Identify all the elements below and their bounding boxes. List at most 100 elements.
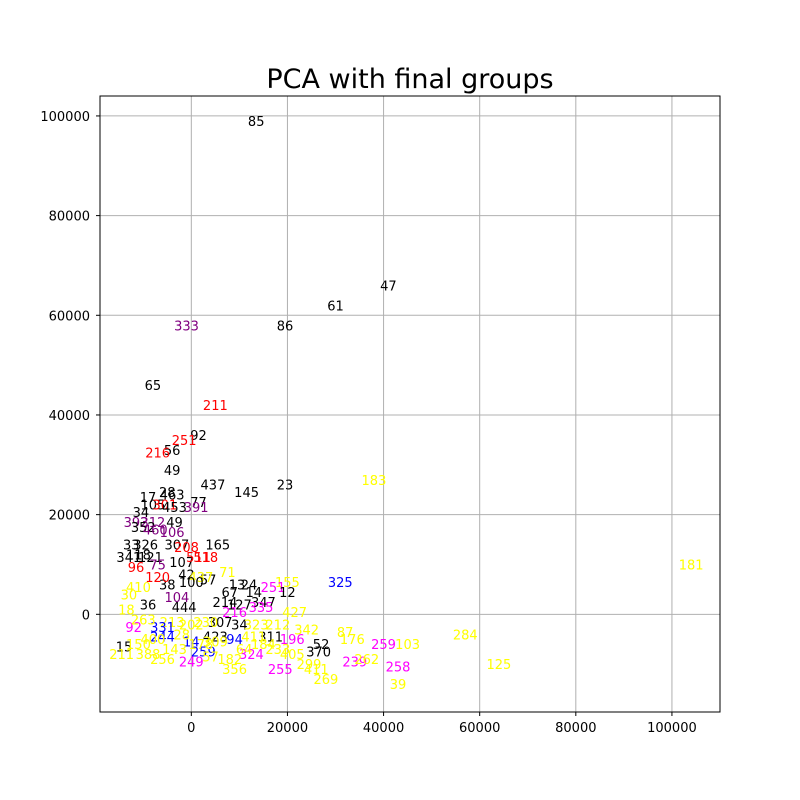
point-label: 28 <box>159 486 176 501</box>
point-label: 75 <box>149 558 166 573</box>
point-label: 341 <box>116 551 141 566</box>
point-label: 356 <box>222 663 247 678</box>
point-label: 202 <box>179 618 204 633</box>
point-label: 391 <box>184 501 209 516</box>
point-label: 181 <box>679 558 704 573</box>
point-label: 400 <box>140 633 165 648</box>
point-label: 211 <box>109 648 134 663</box>
point-label: 155 <box>275 576 300 591</box>
point-label: 239 <box>342 656 367 671</box>
point-label: 244 <box>150 631 175 646</box>
x-tick-label: 0 <box>187 721 195 736</box>
point-label: 230 <box>193 616 218 631</box>
point-label: 410 <box>126 581 151 596</box>
point-label: 42 <box>178 568 195 583</box>
point-label: 57 <box>202 651 219 666</box>
point-label: 105 <box>140 499 165 514</box>
point-label: 17 <box>140 491 157 506</box>
point-label: 216 <box>145 446 170 461</box>
point-label: 18 <box>118 603 135 618</box>
point-label: 183 <box>362 474 387 489</box>
point-label: 184 <box>251 638 276 653</box>
point-label: 269 <box>313 673 338 688</box>
y-tick-label: 0 <box>82 608 90 623</box>
point-label: 312 <box>140 516 165 531</box>
point-label: 392 <box>124 516 149 531</box>
point-label: 411 <box>304 663 329 678</box>
point-label: 165 <box>205 539 230 554</box>
point-label: 216 <box>222 606 247 621</box>
point-label: 233 <box>265 643 290 658</box>
point-label: 150 <box>126 638 151 653</box>
point-label: 30 <box>121 588 138 603</box>
point-label: 249 <box>179 656 204 671</box>
point-label: 120 <box>145 571 170 586</box>
point-label: 64 <box>236 643 253 658</box>
x-tick-label: 60000 <box>459 721 500 736</box>
point-label: 463 <box>160 489 185 504</box>
point-label: 255 <box>268 663 293 678</box>
point-label: 178 <box>189 638 214 653</box>
point-label: 47 <box>380 279 397 294</box>
point-label: 453 <box>162 501 187 516</box>
point-label: 182 <box>217 653 242 668</box>
point-label: 213 <box>160 616 185 631</box>
point-label: 39 <box>390 678 407 693</box>
grid-lines <box>100 96 720 712</box>
point-label: 256 <box>150 653 175 668</box>
point-label: 325 <box>328 576 353 591</box>
point-label: 23 <box>277 479 294 494</box>
point-label: 263 <box>131 613 156 628</box>
y-tick-label: 20000 <box>49 509 90 524</box>
point-label: 258 <box>386 661 411 676</box>
point-label: 324 <box>239 648 264 663</box>
point-label: 106 <box>160 526 185 541</box>
point-label: 405 <box>280 648 305 663</box>
point-label: 92 <box>190 429 207 444</box>
point-label: 326 <box>133 539 158 554</box>
point-label: 67 <box>221 586 238 601</box>
point-label: 15 <box>116 641 133 656</box>
point-label: 301 <box>152 499 177 514</box>
point-label: 34 <box>231 618 248 633</box>
point-label: 13 <box>229 578 246 593</box>
point-label: 333 <box>174 319 199 334</box>
point-label: 14 <box>246 586 263 601</box>
point-label: 103 <box>395 638 420 653</box>
point-label: 121 <box>138 551 163 566</box>
point-label: 437 <box>201 479 226 494</box>
x-tick-label: 80000 <box>555 721 596 736</box>
point-label: 284 <box>453 628 478 643</box>
point-label: 518 <box>193 551 218 566</box>
point-label: 307 <box>208 616 233 631</box>
point-label: 176 <box>340 633 365 648</box>
x-tick-label: 20000 <box>267 721 308 736</box>
point-label: 212 <box>265 618 290 633</box>
point-label: 342 <box>294 623 319 638</box>
point-label: 12 <box>279 586 296 601</box>
point-label: 77 <box>190 496 207 511</box>
point-label: 460 <box>143 524 168 539</box>
point-label: 52 <box>313 638 330 653</box>
y-tick-label: 100000 <box>40 110 90 125</box>
x-tick-label: 100000 <box>647 721 697 736</box>
x-tick-label: 40000 <box>363 721 404 736</box>
point-label: 437 <box>189 571 214 586</box>
point-label: 57 <box>200 573 217 588</box>
point-label: 251 <box>261 581 286 596</box>
point-label: 262 <box>354 653 379 668</box>
point-label: 331 <box>150 621 175 636</box>
point-label: 370 <box>306 646 331 661</box>
point-label: 511 <box>186 551 211 566</box>
axis-ticks: 0 20000 40000 60000 80000 100000 0 20000 40000 60… <box>40 110 696 736</box>
point-label: 259 <box>371 638 396 653</box>
point-label: 299 <box>297 658 322 673</box>
point-label: 56 <box>164 444 181 459</box>
point-label: 28 <box>173 628 190 643</box>
point-label: 61 <box>327 299 344 314</box>
chart-title: PCA with final groups <box>266 64 553 95</box>
point-label: 14 <box>183 636 200 651</box>
